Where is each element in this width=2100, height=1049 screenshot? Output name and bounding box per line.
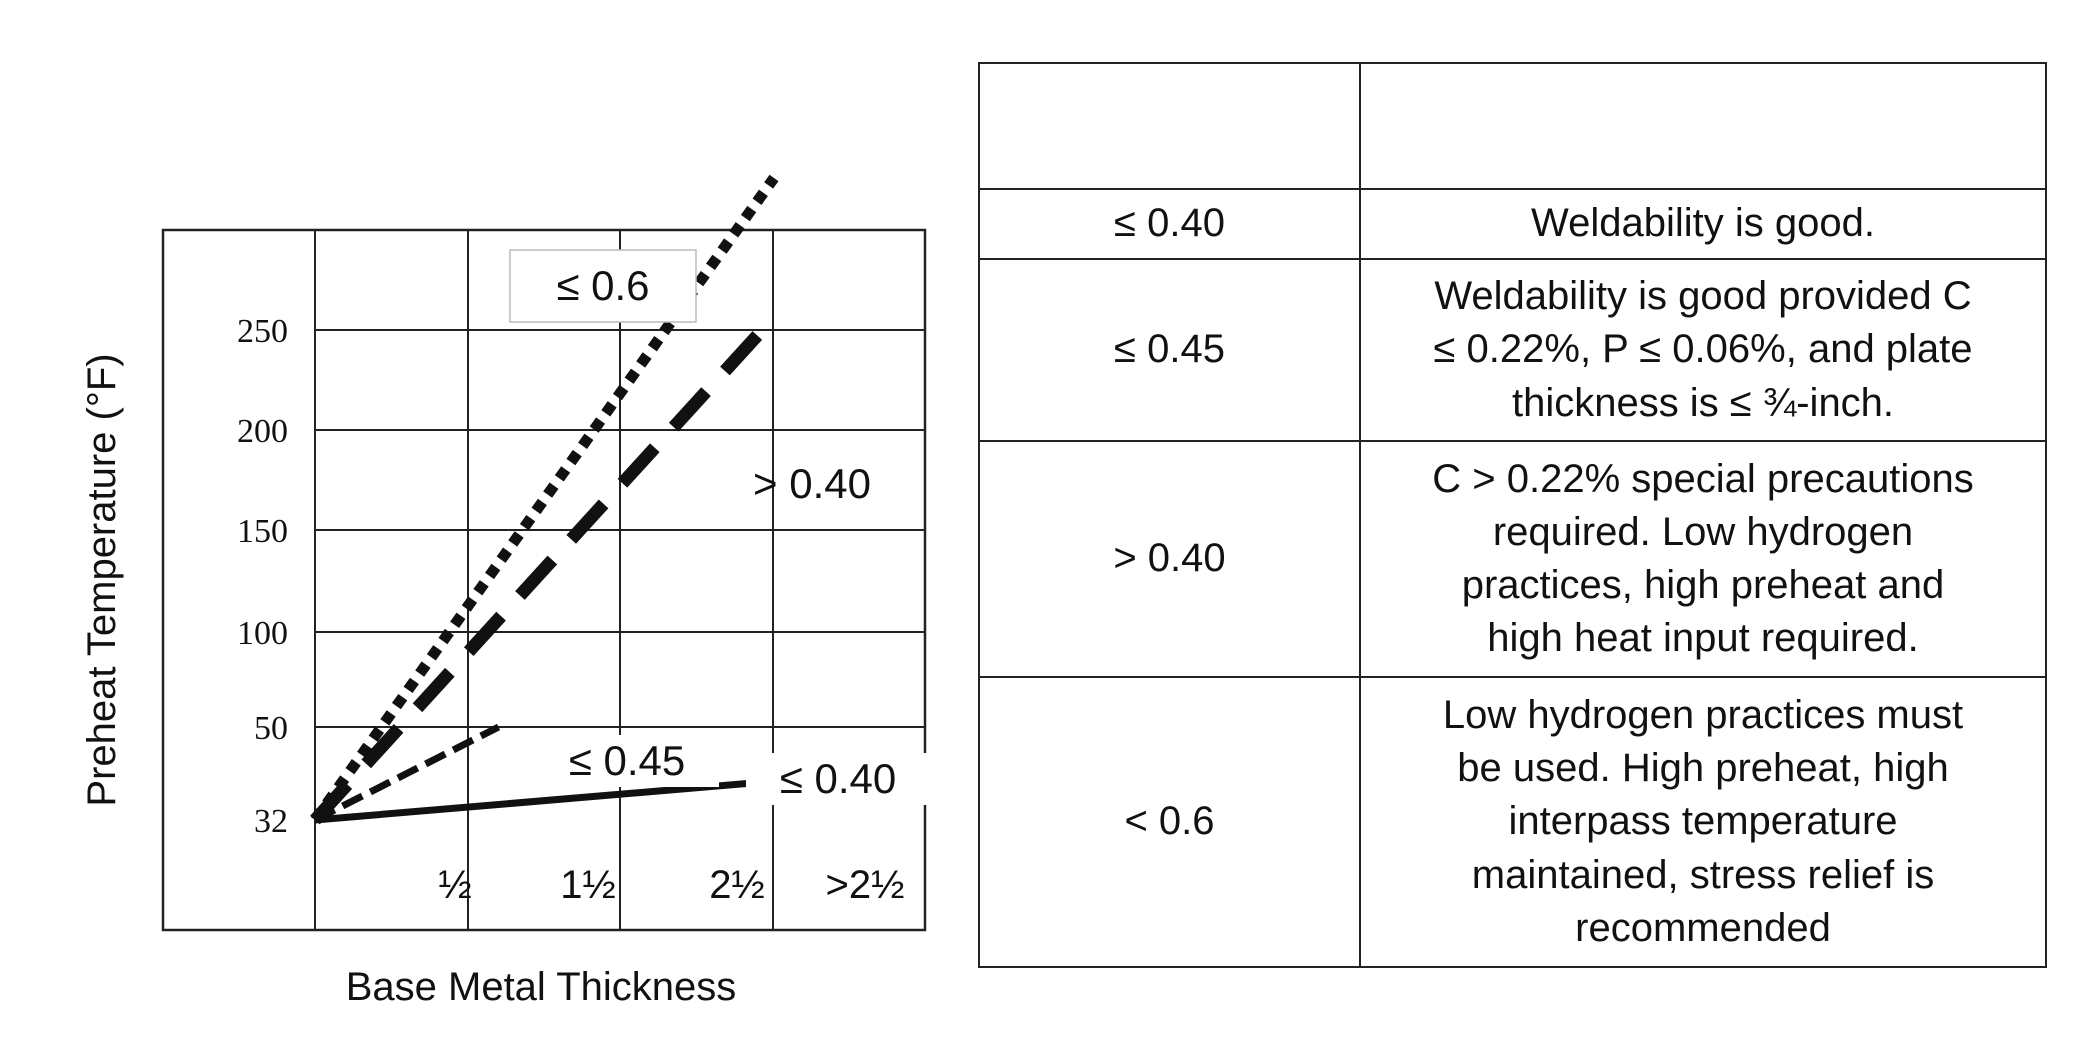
series-label-mask — [746, 753, 930, 805]
x-axis-label: Base Metal Thickness — [346, 965, 737, 1009]
x-tick-label: 2½ — [709, 863, 765, 907]
description-cell: C > 0.22% special precautions required. L… — [1359, 440, 2047, 678]
description-line: Weldability is good. — [1531, 201, 1875, 246]
table-header-cell — [978, 62, 1361, 190]
series-label: ≤ 0.40 — [780, 755, 896, 802]
table-header-row — [978, 62, 2047, 190]
y-tick-labels: 32 50 100 150 200 250 — [237, 313, 288, 840]
y-tick-label: 100 — [237, 615, 288, 652]
series-label: ≤ 0.45 — [569, 737, 685, 784]
weldability-table: ≤ 0.40 Weldability is good. ≤ 0.45 Weldabil… — [978, 62, 2047, 968]
description-line: ≤ 0.22%, P ≤ 0.06%, and plate — [1433, 327, 1973, 372]
description-line: high heat input required. — [1487, 616, 1919, 661]
y-tick-label: 32 — [254, 803, 288, 840]
ce-value-cell: > 0.40 — [978, 440, 1361, 678]
chart-grid — [314, 230, 925, 930]
description-cell: Weldability is good. — [1359, 188, 2047, 260]
x-tick-label: ½ — [438, 863, 471, 907]
description-line: Weldability is good provided C — [1434, 274, 1972, 319]
series-label-box — [509, 249, 697, 323]
series-label-mask — [535, 735, 719, 787]
description-line: be used. High preheat, high — [1457, 746, 1949, 791]
y-tick-label: 200 — [237, 413, 288, 450]
description-line: recommended — [1575, 905, 1831, 950]
chart-frame — [161, 228, 927, 932]
table-header-cell — [1359, 62, 2047, 190]
description-cell: Low hydrogen practices must be used. High… — [1359, 676, 2047, 968]
table-row: ≤ 0.40 Weldability is good. — [978, 188, 2047, 260]
table-row: ≤ 0.45 Weldability is good provided C ≤ 0.… — [978, 258, 2047, 442]
x-tick-label: >2½ — [826, 863, 905, 907]
description-line: maintained, stress relief is — [1471, 852, 1935, 897]
series-line — [313, 723, 501, 824]
x-tick-labels: ½ 1½ 2½ >2½ — [438, 863, 904, 907]
series-label: > 0.40 — [753, 460, 871, 507]
y-axis-label: Preheat Temperature (°F) — [80, 353, 124, 806]
table-row: > 0.40 C > 0.22% special precautions requi… — [978, 440, 2047, 678]
y-tick-label: 150 — [237, 513, 288, 550]
description-line: required. Low hydrogen — [1492, 509, 1914, 554]
y-tick-label: 50 — [254, 710, 288, 747]
description-line: C > 0.22% special precautions — [1432, 456, 1974, 501]
ce-value-cell: ≤ 0.40 — [978, 188, 1361, 260]
description-line: interpass temperature — [1508, 799, 1898, 844]
table-row: < 0.6 Low hydrogen practices must be used.… — [978, 676, 2047, 968]
description-line: Low hydrogen practices must — [1442, 693, 1964, 738]
description-line: practices, high preheat and — [1461, 563, 1945, 607]
description-cell: Weldability is good provided C ≤ 0.22%, P… — [1359, 258, 2047, 442]
series-label: ≤ 0.6 — [556, 262, 649, 309]
ce-value-cell: ≤ 0.45 — [978, 258, 1361, 442]
series-labels: ≤ 0.6 > 0.40 ≤ 0.45 ≤ 0.40 — [509, 249, 930, 805]
description-line: thickness is ≤ ¾-inch. — [1511, 380, 1895, 425]
ce-value-cell: < 0.6 — [978, 676, 1361, 968]
x-tick-label: 1½ — [560, 863, 616, 907]
y-tick-label: 250 — [237, 313, 288, 350]
series-line — [310, 329, 764, 825]
